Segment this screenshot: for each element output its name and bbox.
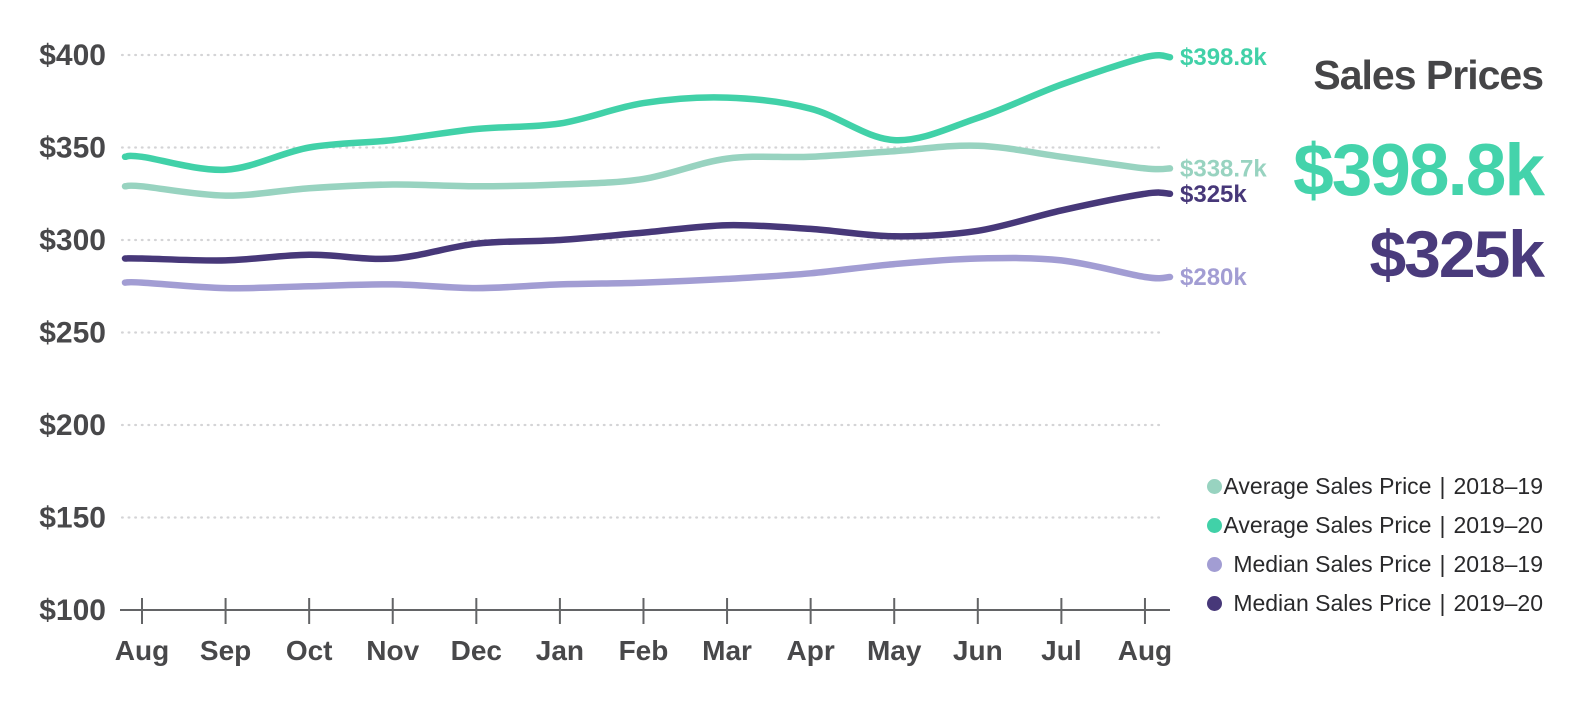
x-tick-label: Jun bbox=[953, 635, 1003, 666]
x-tick-label: Feb bbox=[619, 635, 669, 666]
x-tick-label: Nov bbox=[366, 635, 419, 666]
series-end-label: $398.8k bbox=[1180, 44, 1267, 71]
highlight-median-price: $325k bbox=[1369, 217, 1545, 291]
x-tick-label: Jan bbox=[536, 635, 584, 666]
series-line bbox=[121, 51, 1174, 174]
legend-item: Average Sales Price | 2018–19 bbox=[1207, 471, 1543, 501]
legend-color-dot bbox=[1207, 556, 1222, 572]
x-axis bbox=[120, 598, 1170, 624]
y-tick-label: $150 bbox=[39, 502, 106, 535]
legend-label: Average Sales Price | 2018–19 bbox=[1223, 472, 1544, 499]
y-tick-label: $350 bbox=[39, 132, 106, 165]
y-axis-labels: $400 $350 $300 $250 $200 $150 $100 bbox=[39, 39, 106, 627]
x-tick-label: Oct bbox=[286, 635, 333, 666]
series-line bbox=[121, 189, 1174, 264]
legend-label: Average Sales Price | 2019–20 bbox=[1223, 511, 1544, 538]
x-tick-label: Aug bbox=[1118, 635, 1172, 666]
legend-label: Median Sales Price | 2018–19 bbox=[1233, 550, 1543, 577]
y-tick-label: $400 bbox=[39, 39, 106, 72]
series-line bbox=[121, 254, 1174, 292]
chart-title: Sales Prices bbox=[1313, 52, 1544, 98]
legend: Average Sales Price | 2018–19 Average Sales… bbox=[1207, 471, 1543, 627]
y-tick-label: $100 bbox=[39, 594, 106, 627]
summary-panel: Sales Prices $398.8k $325k Average Sales… bbox=[1113, 0, 1545, 717]
series-end-label: $338.7k bbox=[1180, 155, 1267, 182]
series-end-label: $280k bbox=[1180, 264, 1247, 291]
x-tick-label: Dec bbox=[451, 635, 502, 666]
x-tick-label: Aug bbox=[115, 635, 169, 666]
x-tick-label: Mar bbox=[702, 635, 752, 666]
x-tick-label: May bbox=[867, 635, 922, 666]
y-tick-label: $300 bbox=[39, 224, 106, 257]
legend-color-dot bbox=[1207, 478, 1222, 494]
series-line bbox=[121, 142, 1174, 199]
y-tick-label: $200 bbox=[39, 409, 106, 442]
x-axis-labels: Aug Sep Oct Nov Dec Jan Feb Mar Apr May Jun Jul Aug bbox=[115, 635, 1172, 666]
legend-item: Median Sales Price | 2019–20 bbox=[1207, 588, 1543, 618]
x-tick-label: Jul bbox=[1041, 635, 1081, 666]
legend-color-dot bbox=[1207, 595, 1222, 611]
legend-label: Median Sales Price | 2019–20 bbox=[1233, 589, 1543, 616]
x-tick-label: Sep bbox=[200, 635, 251, 666]
legend-color-dot bbox=[1207, 517, 1222, 533]
series-end-label: $325k bbox=[1180, 181, 1247, 208]
series-lines bbox=[121, 51, 1174, 292]
y-tick-label: $250 bbox=[39, 317, 106, 350]
highlight-average-price: $398.8k bbox=[1293, 130, 1545, 211]
series-end-labels: $338.7k $398.8k $280k $325k bbox=[1180, 44, 1267, 291]
x-tick-label: Apr bbox=[787, 635, 835, 666]
legend-item: Average Sales Price | 2019–20 bbox=[1207, 510, 1543, 540]
legend-item: Median Sales Price | 2018–19 bbox=[1207, 549, 1543, 579]
